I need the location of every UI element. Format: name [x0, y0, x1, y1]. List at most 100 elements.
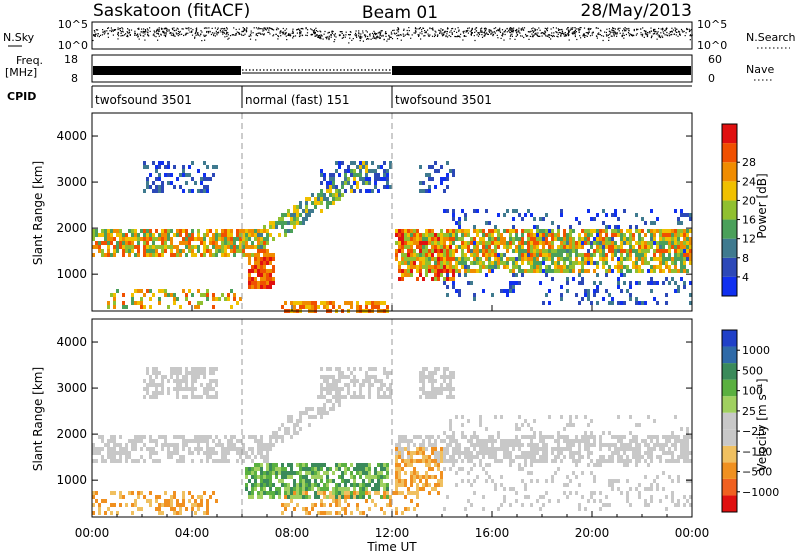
- power-cell: [485, 245, 488, 249]
- velocity-cell: [431, 383, 434, 387]
- velocity-cell: [350, 395, 353, 399]
- velocity-cell: [488, 455, 491, 459]
- power-cell: [263, 245, 266, 249]
- velocity-cell: [239, 439, 242, 443]
- nsky-point: [296, 32, 298, 34]
- velocity-cell: [155, 443, 158, 447]
- nsky-point: [597, 27, 599, 29]
- nsky-point: [608, 28, 610, 30]
- nsky-point: [157, 29, 159, 31]
- velocity-cell: [398, 455, 401, 459]
- velocity-cell: [305, 463, 308, 467]
- velocity-cell: [593, 475, 596, 479]
- velocity-cell: [308, 511, 311, 515]
- power-cell: [533, 237, 536, 241]
- velocity-cell: [359, 463, 362, 467]
- velocity-cell: [434, 447, 437, 451]
- power-cell: [548, 229, 551, 233]
- nsky-point: [177, 28, 179, 30]
- velocity-cell: [506, 447, 509, 451]
- power-cell: [560, 257, 563, 261]
- velocity-cell: [296, 423, 299, 427]
- velocity-cell: [242, 451, 245, 455]
- nsky-point: [568, 31, 570, 33]
- power-cell: [362, 165, 365, 169]
- nsky-point: [636, 33, 638, 35]
- nsky-point: [462, 39, 464, 41]
- power-cell: [668, 269, 671, 273]
- power-cell: [266, 241, 269, 245]
- power-cell: [131, 301, 134, 305]
- velocity-cell: [335, 487, 338, 491]
- power-cell: [608, 269, 611, 273]
- power-cell: [590, 241, 593, 245]
- nsky-point: [97, 33, 99, 35]
- nsky-point: [224, 36, 226, 38]
- power-cell: [197, 169, 200, 173]
- velocity-cell: [158, 435, 161, 439]
- velocity-cell: [632, 435, 635, 439]
- nsky-point: [542, 33, 545, 35]
- velocity-cell: [329, 511, 332, 515]
- date-title: 28/May/2013: [581, 1, 693, 21]
- velocity-cell: [203, 435, 206, 439]
- velocity-cell: [350, 379, 353, 383]
- power-cell: [161, 233, 164, 237]
- velocity-cell: [338, 403, 341, 407]
- velocity-cell: [437, 491, 440, 495]
- nsky-point: [527, 31, 529, 33]
- power-cell: [677, 241, 680, 245]
- nsky-point: [454, 28, 456, 30]
- velocity-cell: [95, 499, 98, 503]
- velocity-cell: [323, 395, 326, 399]
- velocity-cell: [515, 443, 518, 447]
- power-cell: [539, 233, 542, 237]
- nsky-point: [542, 32, 544, 34]
- nsky-point: [474, 28, 476, 30]
- power-cell: [521, 237, 524, 241]
- power-cell: [188, 233, 191, 237]
- velocity-cell: [236, 451, 239, 455]
- power-cell: [512, 257, 515, 261]
- velocity-cell: [344, 491, 347, 495]
- power-cell: [503, 289, 506, 293]
- power-cell: [530, 245, 533, 249]
- velocity-cell: [182, 447, 185, 451]
- power-cell: [203, 177, 206, 181]
- velocity-cell: [407, 439, 410, 443]
- nsky-point: [315, 35, 317, 37]
- power-cell: [620, 253, 623, 257]
- velocity-cell: [470, 435, 473, 439]
- power-cell: [686, 253, 689, 257]
- velocity-cell: [209, 367, 212, 371]
- nsky-point: [621, 35, 623, 37]
- power-cell: [407, 237, 410, 241]
- velocity-cell: [572, 451, 575, 455]
- velocity-cell: [434, 475, 437, 479]
- nsky-point: [121, 27, 123, 29]
- power-cell: [467, 265, 470, 269]
- nsky-point: [238, 33, 240, 35]
- velocity-cell: [422, 375, 425, 379]
- power-cell: [677, 289, 680, 293]
- nsky-point: [548, 34, 550, 36]
- nsky-point: [595, 27, 597, 29]
- power-cell: [119, 241, 122, 245]
- velocity-cell: [194, 375, 197, 379]
- nsky-point: [257, 32, 259, 34]
- power-cell: [431, 265, 434, 269]
- velocity-cell: [272, 443, 275, 447]
- power-cell: [497, 253, 500, 257]
- power-cell: [593, 269, 596, 273]
- nsky-point: [535, 33, 537, 35]
- nsky-point: [253, 27, 255, 29]
- velocity-cell: [416, 435, 419, 439]
- nsky-point: [138, 38, 140, 40]
- power-cell: [536, 253, 539, 257]
- velocity-cell: [419, 487, 422, 491]
- velocity-cell: [635, 459, 638, 463]
- power-cell: [542, 237, 545, 241]
- velocity-cell: [365, 487, 368, 491]
- power-cell: [566, 245, 569, 249]
- velocity-cell: [191, 459, 194, 463]
